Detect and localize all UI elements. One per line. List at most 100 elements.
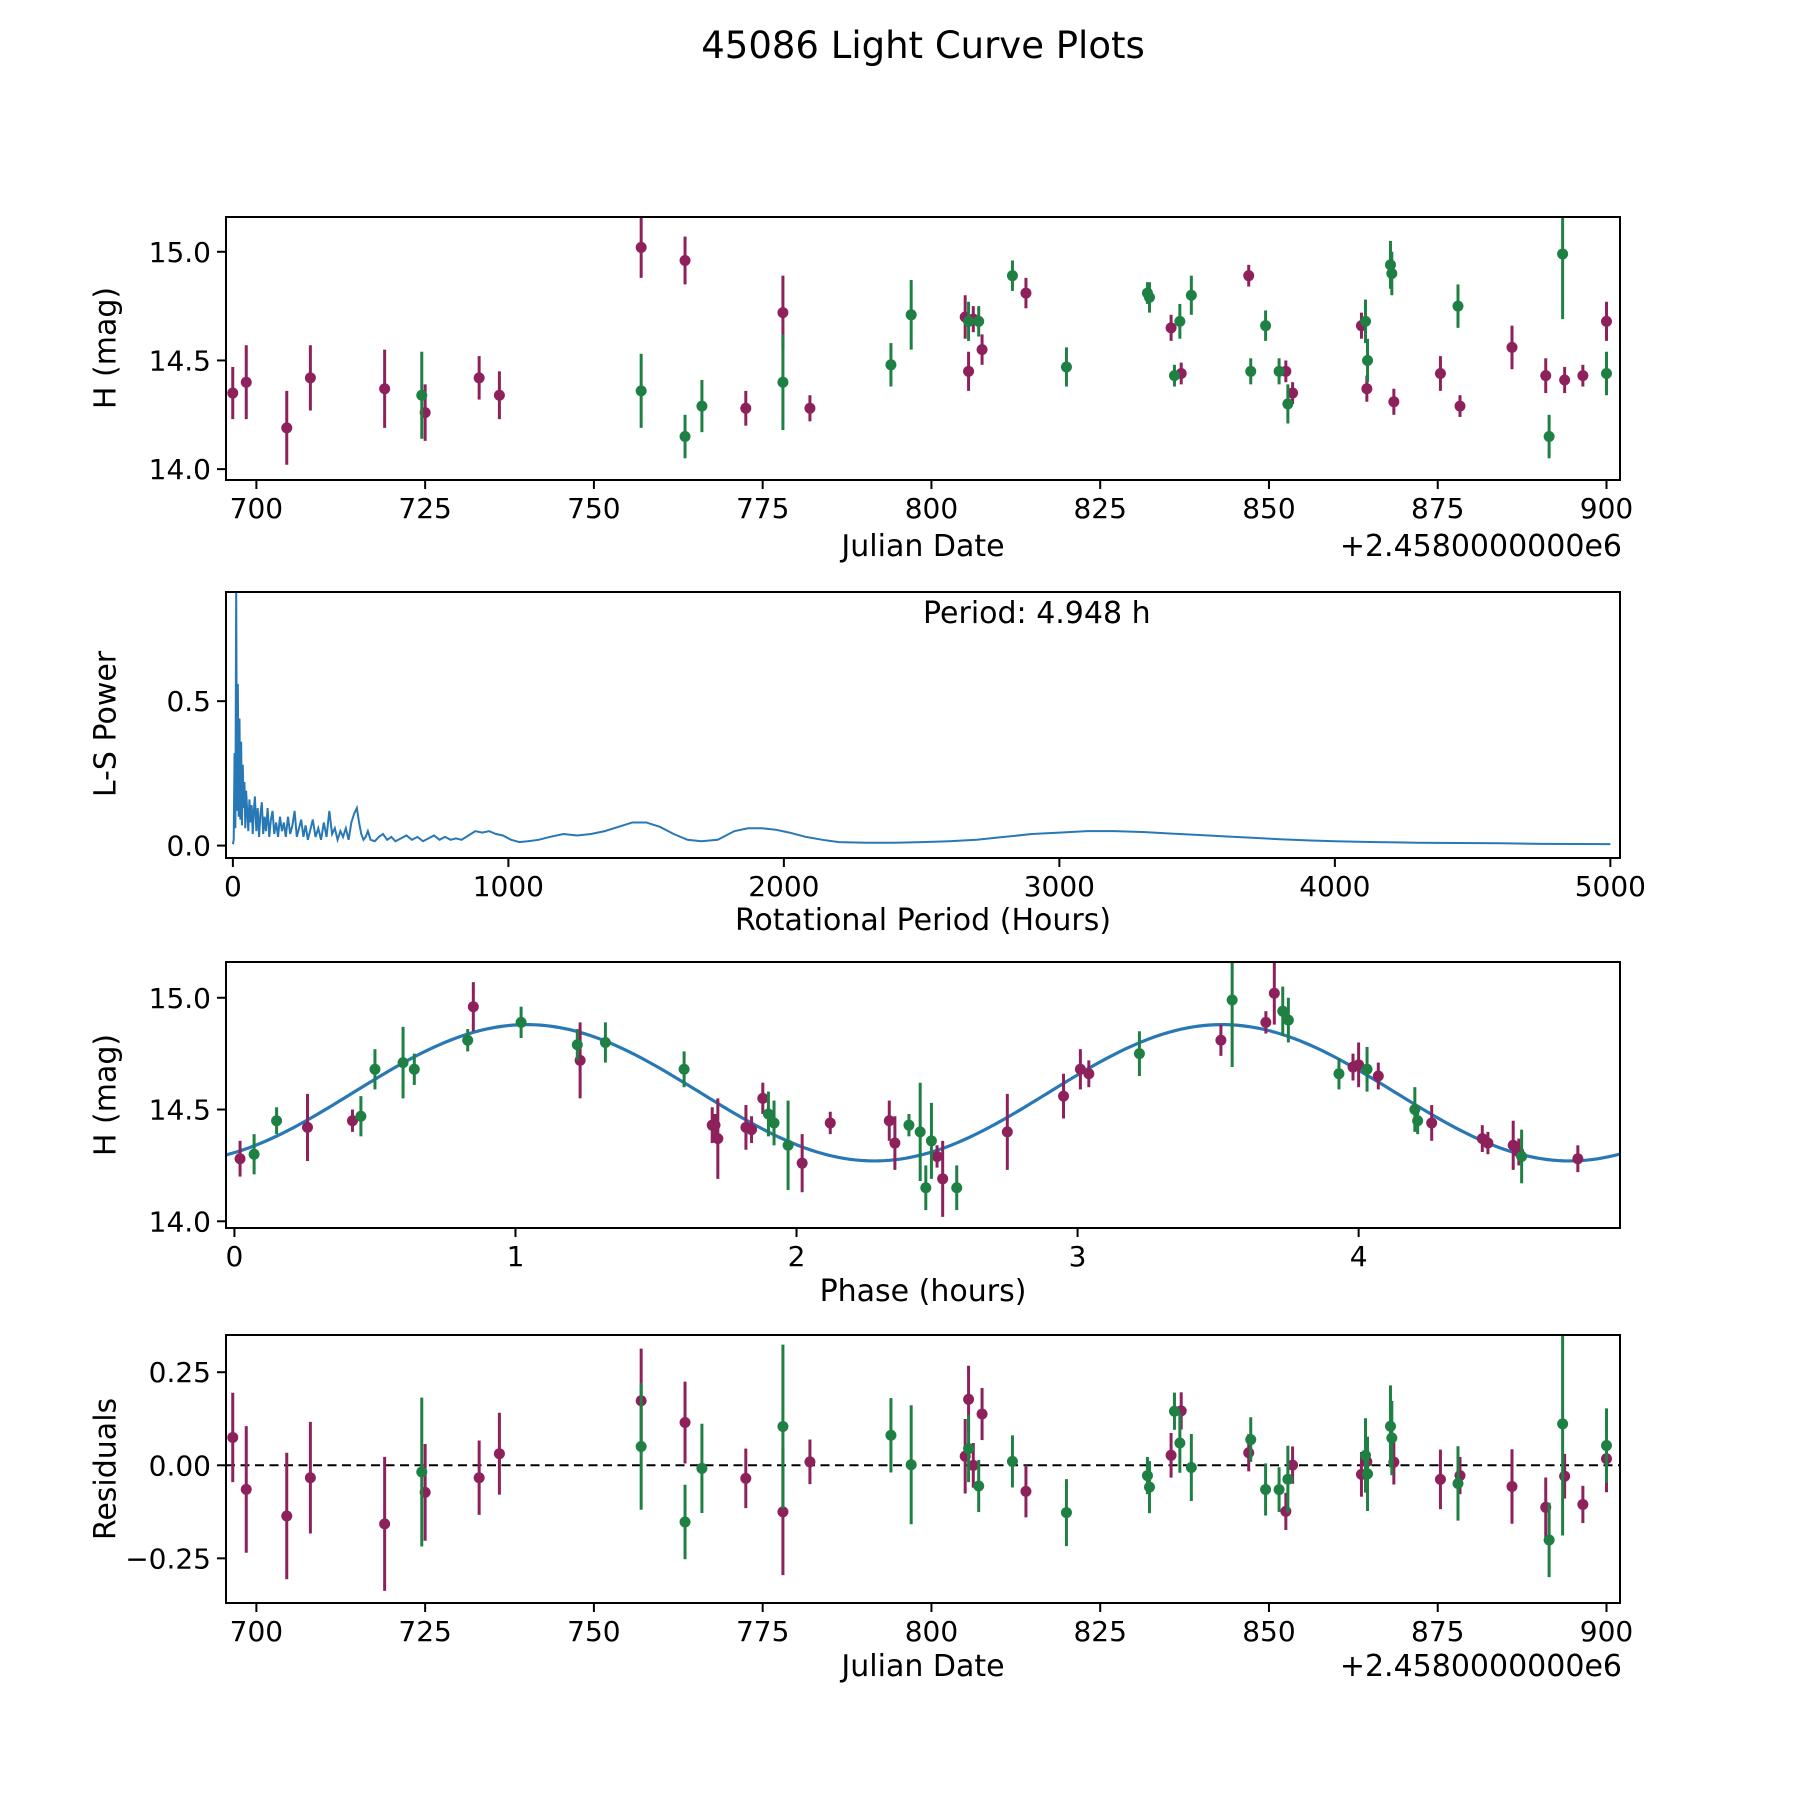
purple-data-point: [746, 1124, 758, 1136]
purple-data-point: [304, 372, 316, 384]
purple-data-point: [1243, 270, 1255, 282]
green-data-point: [1386, 268, 1398, 280]
green-data-point: [903, 1119, 915, 1131]
purple-data-point: [493, 1448, 505, 1460]
green-data-point: [1168, 1405, 1180, 1417]
green-data-point: [1600, 367, 1612, 379]
lc-data-layer: [227, 217, 1612, 465]
x-tick-label: 1: [507, 1240, 525, 1273]
green-data-point: [1543, 1534, 1555, 1546]
purple-data-point: [1347, 1061, 1359, 1073]
period-annotation: Period: 4.948 h: [923, 596, 1151, 631]
purple-data-point: [1165, 1449, 1177, 1461]
axis-label-rotational-period: Rotational Period (Hours): [734, 903, 1112, 938]
purple-data-point: [467, 1001, 479, 1013]
green-data-point: [1174, 315, 1186, 327]
purple-data-point: [804, 1456, 816, 1468]
purple-data-point: [1215, 1034, 1227, 1046]
green-data-point: [782, 1139, 794, 1151]
green-data-point: [905, 309, 917, 321]
y-tick-label: −0.25: [125, 1542, 211, 1575]
purple-data-point: [227, 387, 239, 399]
green-data-point: [1360, 1449, 1372, 1461]
green-data-point: [635, 385, 647, 397]
green-data-point: [1273, 365, 1285, 377]
purple-data-point: [473, 372, 485, 384]
purple-data-point: [1434, 367, 1446, 379]
green-data-point: [408, 1063, 420, 1075]
purple-data-point: [493, 389, 505, 401]
green-data-point: [462, 1034, 474, 1046]
purple-data-point: [304, 1472, 316, 1484]
purple-data-point: [1506, 1481, 1518, 1493]
x-tick-label: 725: [398, 492, 451, 525]
purple-data-point: [473, 1472, 485, 1484]
purple-data-point: [1260, 1016, 1272, 1028]
purple-data-point: [883, 1115, 895, 1127]
green-data-point: [271, 1115, 283, 1127]
green-data-point: [679, 431, 691, 443]
x-tick-label: 825: [1073, 492, 1126, 525]
x-tick-label: 850: [1242, 1615, 1295, 1648]
purple-data-point: [937, 1173, 949, 1185]
axis-label-h-mag-phased: H (mag): [88, 1033, 124, 1157]
green-data-point: [951, 1182, 963, 1194]
purple-data-point: [1506, 341, 1518, 353]
purple-data-point: [1572, 1153, 1584, 1165]
x-tick-label: 4: [1350, 1240, 1368, 1273]
purple-data-point: [740, 1472, 752, 1484]
x-tick-label: 2: [788, 1240, 806, 1273]
purple-data-point: [976, 344, 988, 356]
ls-axes-frame: [225, 591, 1621, 859]
x-tick-label: 725: [398, 1615, 451, 1648]
axis-offset-julian-date-top: +2.4580000000e6: [1339, 529, 1622, 564]
green-data-point: [1282, 398, 1294, 410]
purple-data-point: [1559, 1470, 1571, 1482]
green-data-point: [416, 389, 428, 401]
purple-data-point: [1001, 1126, 1013, 1138]
purple-data-point: [1600, 315, 1612, 327]
purple-data-point: [281, 1510, 293, 1522]
purple-data-point: [635, 241, 647, 253]
green-data-point: [963, 1443, 975, 1455]
green-data-point: [1185, 1462, 1197, 1474]
purple-data-point: [346, 1115, 358, 1127]
purple-data-point: [1434, 1473, 1446, 1485]
x-tick-label: 850: [1242, 492, 1295, 525]
green-data-point: [1168, 370, 1180, 382]
green-data-point: [885, 359, 897, 371]
green-data-point: [963, 315, 975, 327]
lc-axes-frame: [225, 216, 1621, 481]
green-data-point: [599, 1036, 611, 1048]
green-data-point: [1557, 1418, 1569, 1430]
y-tick-label: 15.0: [149, 982, 211, 1015]
green-data-point: [1245, 365, 1257, 377]
green-data-point: [1600, 1440, 1612, 1452]
green-data-point: [925, 1135, 937, 1147]
green-data-point: [515, 1016, 527, 1028]
green-data-point: [1174, 1437, 1186, 1449]
periodogram-curve: [231, 592, 1611, 846]
x-tick-label: 775: [736, 492, 789, 525]
green-data-point: [1006, 1455, 1018, 1467]
ph-data-layer: [226, 962, 1620, 1217]
green-data-point: [248, 1148, 260, 1160]
purple-data-point: [379, 383, 391, 395]
green-data-point: [777, 376, 789, 388]
purple-data-point: [1020, 287, 1032, 299]
purple-data-point: [963, 365, 975, 377]
purple-data-point: [302, 1121, 314, 1133]
y-tick-label: 14.5: [149, 344, 211, 377]
x-tick-label: 0: [226, 1240, 244, 1273]
purple-data-point: [1020, 1485, 1032, 1497]
green-data-point: [1143, 1481, 1155, 1493]
green-data-point: [1060, 1507, 1072, 1519]
purple-data-point: [1577, 1498, 1589, 1510]
purple-data-point: [240, 1483, 252, 1495]
green-data-point: [1185, 289, 1197, 301]
y-tick-label: 0.00: [149, 1449, 211, 1482]
green-data-point: [1260, 320, 1272, 332]
green-data-point: [571, 1039, 583, 1051]
y-tick-label: 14.5: [149, 1094, 211, 1127]
x-tick-label: 875: [1411, 1615, 1464, 1648]
